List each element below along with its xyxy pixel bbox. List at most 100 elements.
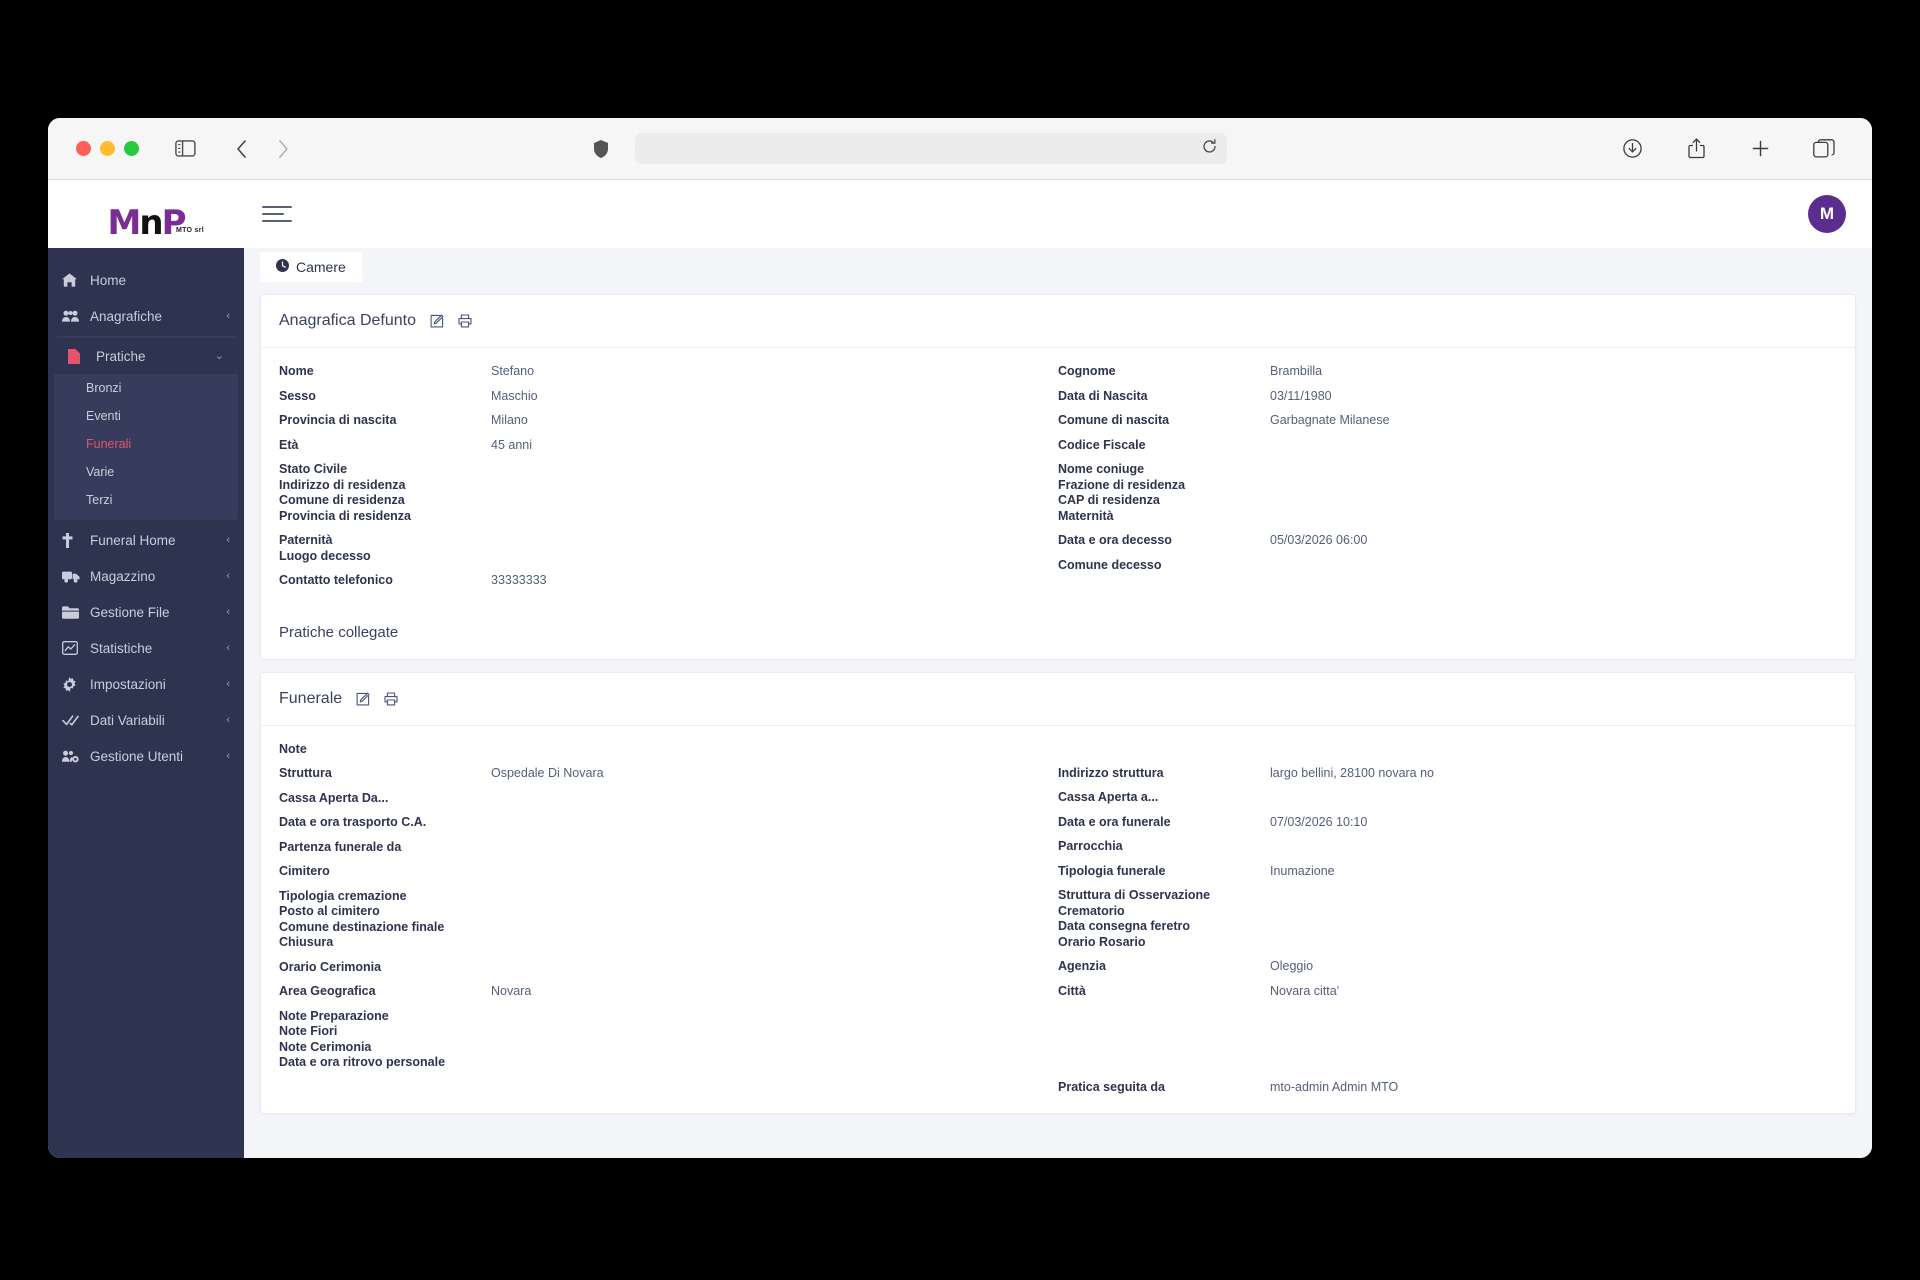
cross-icon <box>62 532 84 548</box>
field-label: Area Geografica <box>279 984 376 998</box>
sidebar-item-label: Home <box>90 272 127 288</box>
sidebar-item-eventi[interactable]: Eventi <box>54 402 238 430</box>
sidebar-caret: ‹ <box>226 309 230 322</box>
sidebar-item-label: Funeral Home <box>90 532 176 548</box>
app-header: MnP MTO srl M <box>48 180 1872 248</box>
field-row: Cassa Aperta a... <box>1058 790 1837 806</box>
sidebar-item-statistiche[interactable]: Statistiche ‹ <box>48 630 244 666</box>
field-row: Maternità <box>1058 509 1837 525</box>
field-value: 05/03/2026 06:00 <box>1270 533 1368 547</box>
field-row: Paternità <box>279 533 1058 549</box>
gear-icon <box>62 676 84 692</box>
sidebar-item-anagrafiche[interactable]: Anagrafiche ‹ <box>48 298 244 334</box>
sidebar-item-home[interactable]: Home <box>48 262 244 298</box>
brand-logo-subtitle: MTO srl <box>175 227 204 234</box>
field-row: Cimitero <box>279 864 1058 880</box>
field-label: Sesso <box>279 388 316 403</box>
sidebar-subitem-label: Bronzi <box>86 381 122 395</box>
sidebar-item-terzi[interactable]: Terzi <box>54 486 238 514</box>
field-label: Struttura di Osservazione <box>1058 888 1211 902</box>
sidebar-item-gestione-utenti[interactable]: Gestione Utenti ‹ <box>48 738 244 774</box>
print-icon[interactable] <box>384 691 398 706</box>
back-icon[interactable] <box>227 135 255 163</box>
hamburger-icon[interactable] <box>262 201 292 227</box>
sidebar-item-label: Magazzino <box>90 568 156 584</box>
field-label: Contatto telefonico <box>279 573 393 587</box>
field-label: Paternità <box>279 533 333 547</box>
fields-right-column: Indirizzo struttura largo bellini, 28100 … <box>1058 742 1837 1096</box>
sidebar-item-label: Gestione File <box>90 604 170 620</box>
window-traffic-lights[interactable] <box>76 141 139 156</box>
brand-logo[interactable]: MnP MTO srl <box>48 180 244 248</box>
main-content: Camere Anagrafica Defunto <box>244 248 1872 1158</box>
field-value: Novara citta' <box>1270 983 1340 998</box>
field-label: Data di Nascita <box>1058 388 1148 403</box>
field-row: Partenza funerale da <box>279 840 1058 856</box>
field-row: Comune destinazione finale <box>279 920 1058 936</box>
share-icon[interactable] <box>1682 135 1710 163</box>
sidebar-item-dati-variabili[interactable]: Dati Variabili ‹ <box>48 702 244 738</box>
card-anagrafica-defunto: Anagrafica Defunto Nome Stefano Sesso Masc… <box>260 294 1856 660</box>
sidebar-item-label: Statistiche <box>90 640 153 656</box>
sidebar-subitem-label: Eventi <box>86 409 121 423</box>
field-label: CAP di residenza <box>1058 493 1160 507</box>
card-header: Funerale <box>261 673 1855 726</box>
field-row: Sesso Maschio <box>279 389 1058 405</box>
sidebar-item-magazzino[interactable]: Magazzino ‹ <box>48 558 244 594</box>
print-icon[interactable] <box>458 314 472 328</box>
field-label: Luogo decesso <box>279 548 371 563</box>
field-row: Orario Rosario <box>1058 935 1837 951</box>
field-value: Ospedale Di Novara <box>491 766 604 780</box>
field-label: Data e ora decesso <box>1058 533 1172 547</box>
edit-icon[interactable] <box>430 314 444 328</box>
field-row <box>1058 1056 1837 1071</box>
close-window-button[interactable] <box>76 141 91 156</box>
plus-icon[interactable] <box>1746 135 1774 163</box>
sidebar-item-label: Pratiche <box>96 348 146 364</box>
tabs-icon[interactable] <box>1810 135 1838 163</box>
field-label: Parrocchia <box>1058 839 1123 853</box>
forward-icon[interactable] <box>269 135 297 163</box>
avatar[interactable]: M <box>1808 195 1846 233</box>
field-label: Data e ora funerale <box>1058 814 1171 829</box>
sidebar-item-funeral-home[interactable]: Funeral Home ‹ <box>48 522 244 558</box>
sidebar-item-gestione-file[interactable]: Gestione File ‹ <box>48 594 244 630</box>
field-row: CAP di residenza <box>1058 493 1837 509</box>
tab-camere[interactable]: Camere <box>260 252 362 282</box>
sidebar-subitem-label: Varie <box>86 465 115 479</box>
field-label: Data e ora ritrovo personale <box>279 1055 446 1069</box>
file-icon <box>68 348 90 364</box>
field-label: Frazione di residenza <box>1058 477 1186 492</box>
reload-icon[interactable] <box>1202 138 1217 159</box>
download-icon[interactable] <box>1618 135 1646 163</box>
maximize-window-button[interactable] <box>124 141 139 156</box>
users-icon <box>62 310 84 322</box>
check-double-icon <box>62 714 84 727</box>
field-label: Maternità <box>1058 508 1114 523</box>
sidebar-item-impostazioni[interactable]: Impostazioni ‹ <box>48 666 244 702</box>
field-label: Tipologia funerale <box>1058 863 1166 878</box>
field-row: Indirizzo struttura largo bellini, 28100 … <box>1058 766 1837 782</box>
field-row: Luogo decesso <box>279 549 1058 565</box>
field-value: Maschio <box>491 388 538 403</box>
sidebar-item-bronzi[interactable]: Bronzi <box>54 374 238 402</box>
edit-icon[interactable] <box>356 692 370 706</box>
shield-icon[interactable] <box>587 135 615 163</box>
field-row: Comune decesso <box>1058 558 1837 574</box>
sidebar-caret: ‹ <box>226 677 230 690</box>
field-value: 07/03/2026 10:10 <box>1270 814 1368 829</box>
field-label: Comune di residenza <box>279 493 405 507</box>
field-value: Garbagnate Milanese <box>1270 413 1390 427</box>
field-label: Nome <box>279 364 314 378</box>
field-label: Comune di nascita <box>1058 413 1170 427</box>
sidebar-item-varie[interactable]: Varie <box>54 458 238 486</box>
address-bar[interactable] <box>635 133 1227 164</box>
field-row: Frazione di residenza <box>1058 478 1837 494</box>
minimize-window-button[interactable] <box>100 141 115 156</box>
logo-letter-p: P <box>161 203 187 243</box>
sidebar-item-pratiche[interactable]: Pratiche ⌄ <box>54 338 238 374</box>
sidebar-item-funerali[interactable]: Funerali <box>54 430 238 458</box>
sidebar-toggle-icon[interactable] <box>171 135 199 163</box>
sidebar-subitem-label: Terzi <box>86 493 113 507</box>
field-row: Età 45 anni <box>279 438 1058 454</box>
